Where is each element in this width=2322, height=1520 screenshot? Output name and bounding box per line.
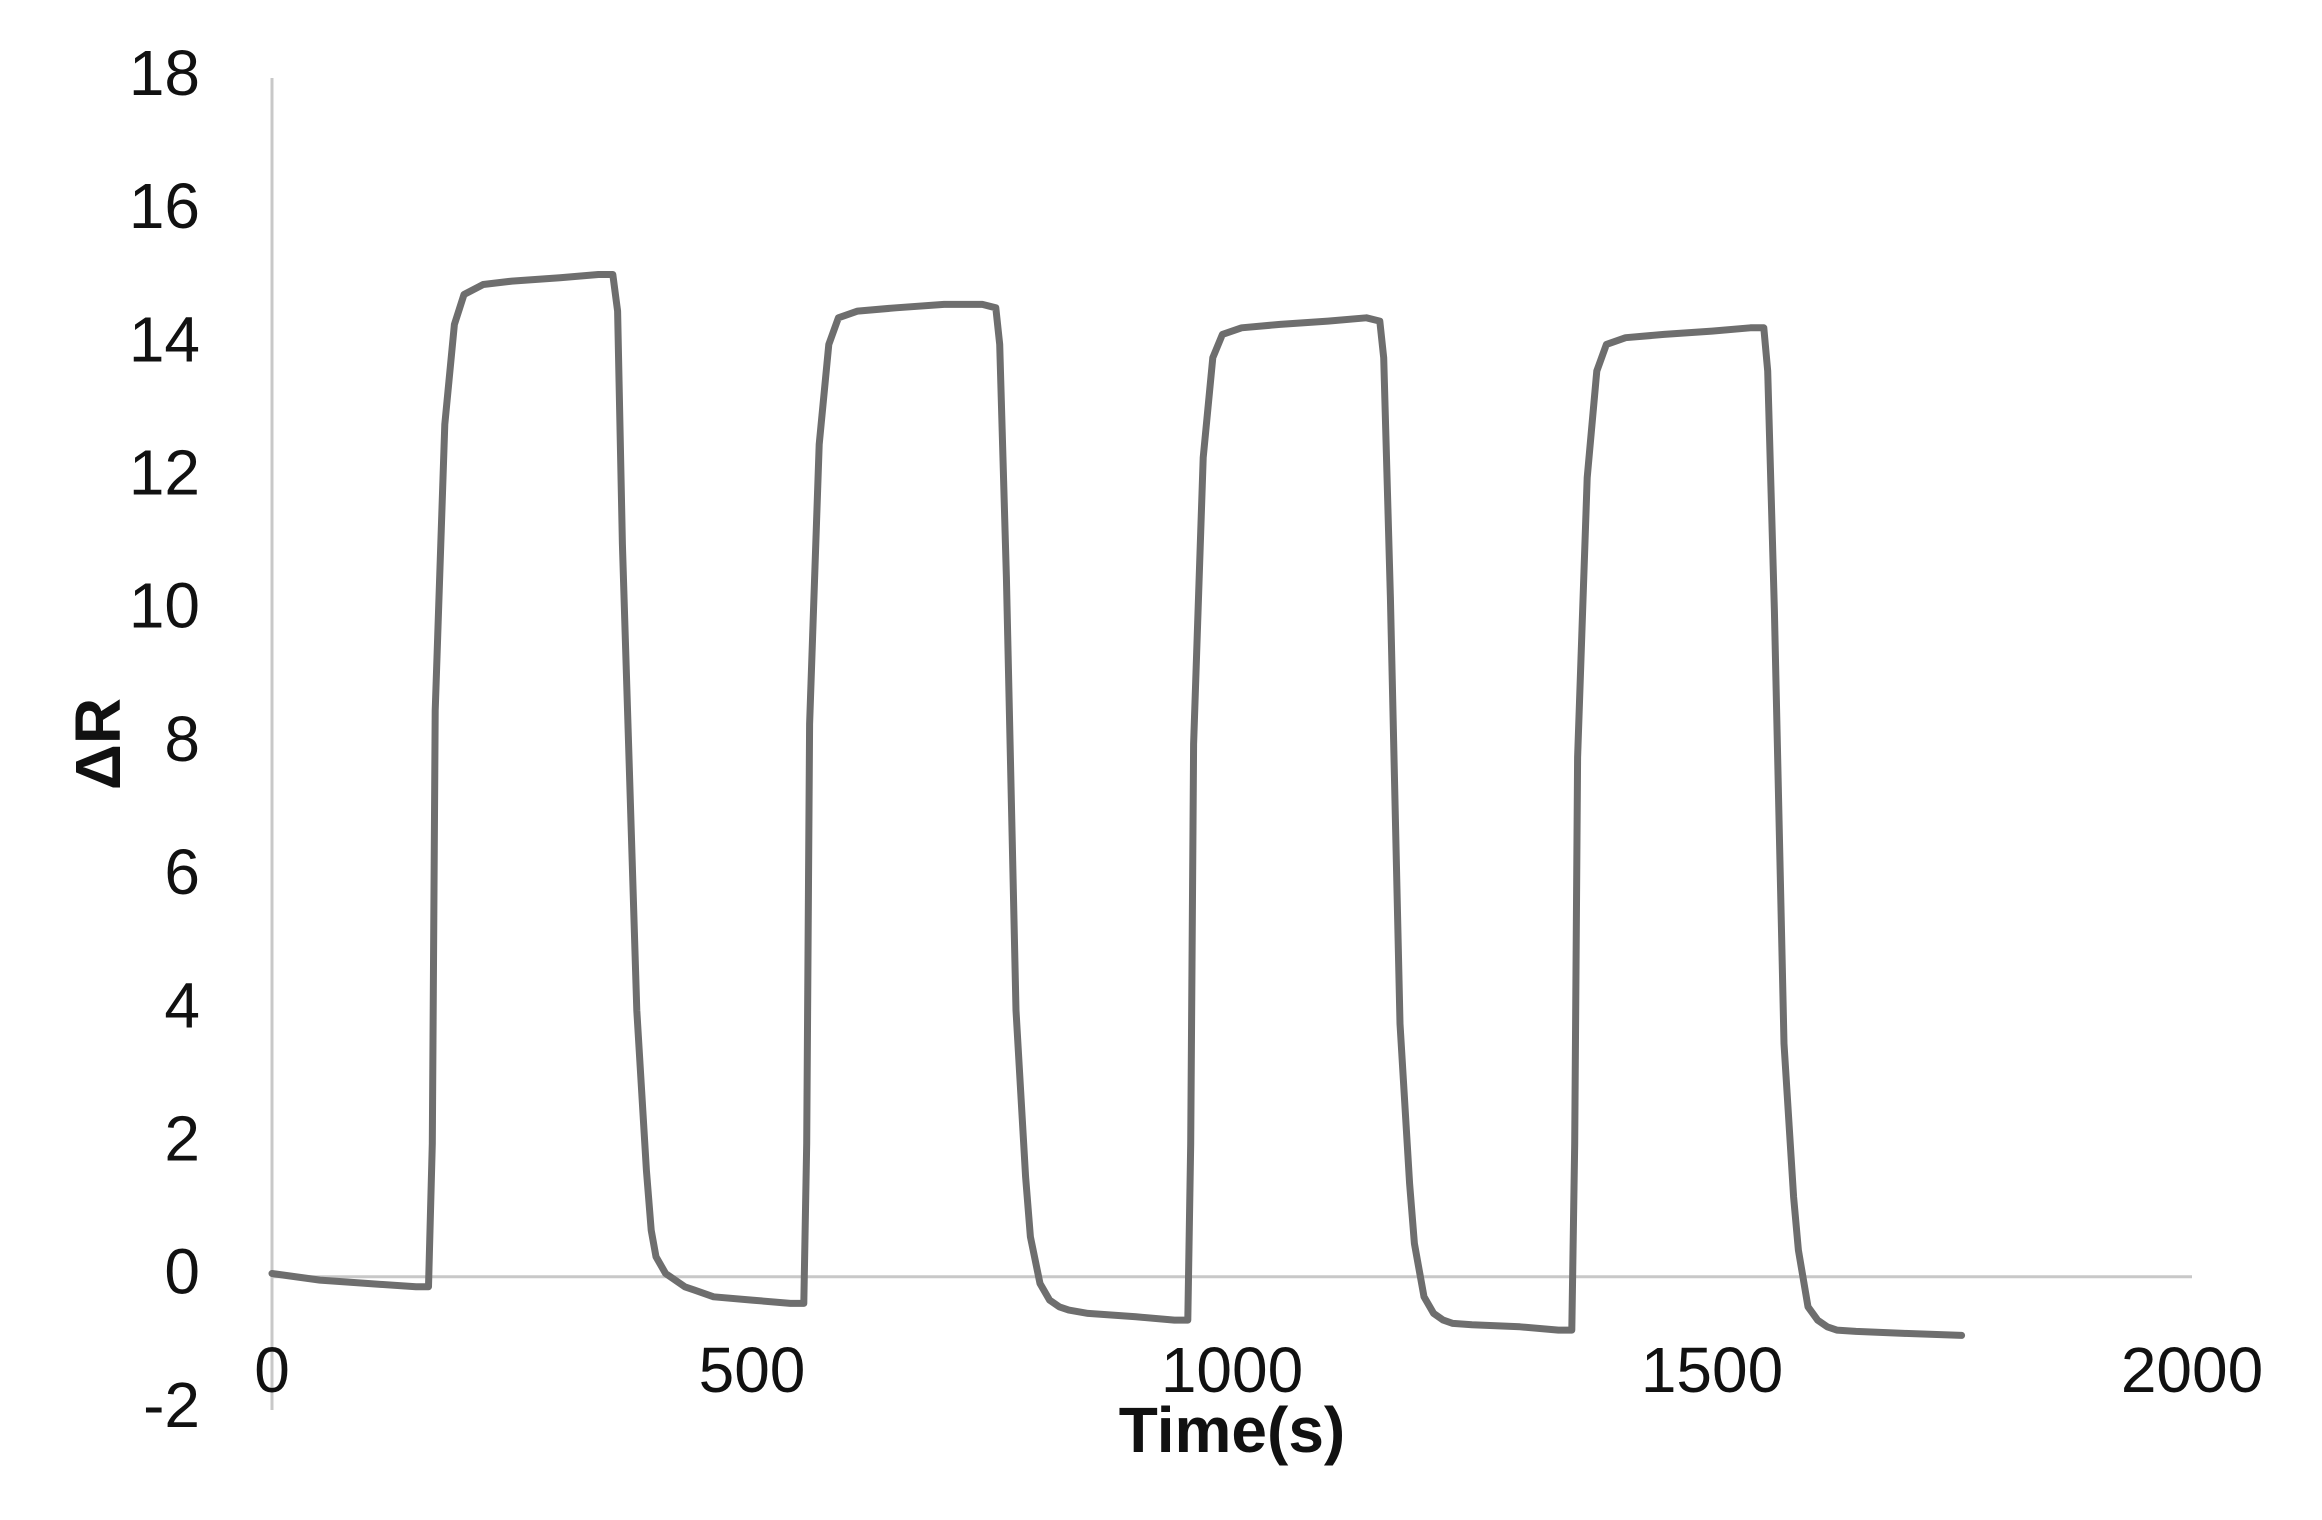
series-line [268, 271, 1966, 1339]
x-tick-label: 1500 [1641, 1334, 1783, 1406]
x-tick-label: 1000 [1161, 1334, 1303, 1406]
y-tick-label: 14 [129, 303, 200, 375]
y-tick-label: 4 [164, 969, 200, 1041]
y-tick-label: 16 [129, 170, 200, 242]
x-tick-label: 0 [254, 1334, 290, 1406]
y-tick-label: 18 [129, 37, 200, 109]
y-tick-label: -2 [143, 1369, 200, 1441]
y-tick-label: 0 [164, 1236, 200, 1308]
y-tick-label: 6 [164, 836, 200, 908]
x-tick-label: 2000 [2121, 1334, 2263, 1406]
y-axis-title: ΔR [62, 698, 134, 790]
x-tick-label: 500 [699, 1334, 806, 1406]
x-axis-title: Time(s) [1119, 1394, 1345, 1466]
y-tick-label: 10 [129, 570, 200, 642]
y-tick-label: 2 [164, 1103, 200, 1175]
y-tick-label: 8 [164, 703, 200, 775]
y-tick-label: 12 [129, 437, 200, 509]
